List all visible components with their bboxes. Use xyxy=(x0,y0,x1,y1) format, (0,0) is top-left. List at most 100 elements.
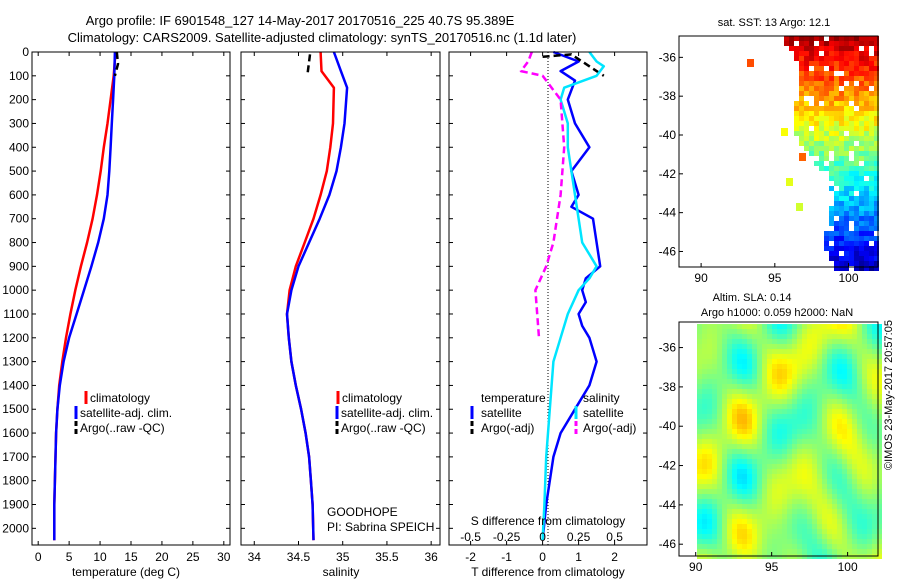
sla-cell xyxy=(822,489,827,494)
sst-cell xyxy=(874,96,879,101)
sst-cell xyxy=(874,116,879,121)
sst-cell xyxy=(789,41,794,46)
sla-cell xyxy=(712,529,717,534)
sst-cell xyxy=(814,126,819,131)
sla-cell xyxy=(702,504,707,509)
sst-cell xyxy=(864,216,869,221)
sla-cell xyxy=(737,519,742,524)
sla-cell xyxy=(822,364,827,369)
sla-cell xyxy=(757,484,762,489)
sla-cell xyxy=(877,549,882,554)
sst-cell xyxy=(854,101,859,106)
sst-cell xyxy=(834,256,839,261)
sla-cell xyxy=(707,434,712,439)
sla-cell xyxy=(757,384,762,389)
sla-cell xyxy=(852,509,857,514)
sla-cell xyxy=(717,334,722,339)
sst-cell xyxy=(869,41,874,46)
sla-cell xyxy=(772,474,777,479)
sla-cell xyxy=(827,449,832,454)
sla-cell xyxy=(797,549,802,554)
sla-cell xyxy=(852,364,857,369)
sla-cell xyxy=(742,519,747,524)
sla-cell xyxy=(762,324,767,329)
sla-cell xyxy=(832,539,837,544)
sla-cell xyxy=(757,389,762,394)
sla-cell xyxy=(722,334,727,339)
sst-cell xyxy=(839,96,844,101)
sla-cell xyxy=(702,409,707,414)
sla-cell xyxy=(737,439,742,444)
sst-cell xyxy=(829,126,834,131)
sst-cell xyxy=(814,36,819,41)
sla-cell xyxy=(837,519,842,524)
sla-cell xyxy=(862,459,867,464)
sla-cell xyxy=(727,414,732,419)
sla-cell xyxy=(767,499,772,504)
sla-cell xyxy=(867,449,872,454)
sla-cell xyxy=(747,409,752,414)
sst-cell xyxy=(854,51,859,56)
sla-cell xyxy=(762,449,767,454)
sst-cell xyxy=(839,176,844,181)
sla-cell xyxy=(772,524,777,529)
sla-cell xyxy=(852,469,857,474)
sst-cell xyxy=(854,216,859,221)
figure-title-line2: Climatology: CARS2009. Satellite-adjuste… xyxy=(68,30,577,45)
sla-cell xyxy=(757,544,762,549)
sla-cell xyxy=(697,459,702,464)
sla-cell xyxy=(837,474,842,479)
sla-cell xyxy=(707,474,712,479)
sst-cell xyxy=(869,231,874,236)
sla-cell xyxy=(767,484,772,489)
sst-cell xyxy=(829,66,834,71)
sst-cell xyxy=(804,51,809,56)
sla-cell xyxy=(837,444,842,449)
sla-cell xyxy=(752,519,757,524)
sla-cell xyxy=(697,524,702,529)
sla-cell xyxy=(827,439,832,444)
sla-cell xyxy=(722,394,727,399)
sla-cell xyxy=(707,429,712,434)
sla-cell xyxy=(862,344,867,349)
sla-cell xyxy=(877,444,882,449)
sst-cell xyxy=(834,226,839,231)
sla-cell xyxy=(727,374,732,379)
sla-cell xyxy=(697,494,702,499)
sla-cell xyxy=(817,444,822,449)
sla-cell xyxy=(812,509,817,514)
sst-cell xyxy=(849,201,854,206)
sla-cell xyxy=(877,524,882,529)
sla-cell xyxy=(712,389,717,394)
sla-cell xyxy=(867,539,872,544)
sla-cell xyxy=(742,514,747,519)
sla-cell xyxy=(822,519,827,524)
sla-cell xyxy=(712,414,717,419)
sst-cell xyxy=(799,56,804,61)
sla-cell xyxy=(777,324,782,329)
sla-cell xyxy=(787,404,792,409)
sst-cell xyxy=(799,101,804,106)
sla-cell xyxy=(777,399,782,404)
sla-cell xyxy=(872,474,877,479)
sla-cell xyxy=(777,429,782,434)
sst-cell xyxy=(834,106,839,111)
sla-cell xyxy=(732,454,737,459)
sla-cell xyxy=(837,499,842,504)
sla-cell xyxy=(732,439,737,444)
sst-cell xyxy=(864,226,869,231)
sla-cell xyxy=(817,399,822,404)
sla-cell xyxy=(707,369,712,374)
sla-cell xyxy=(877,339,882,344)
sst-cell xyxy=(844,186,849,191)
sla-cell xyxy=(867,439,872,444)
sst-cell xyxy=(824,151,829,156)
sla-cell xyxy=(762,494,767,499)
sla-cell xyxy=(827,424,832,429)
sla-cell xyxy=(762,474,767,479)
sla-cell xyxy=(717,524,722,529)
sla-cell xyxy=(822,384,827,389)
sla-cell xyxy=(857,549,862,554)
sst-cell xyxy=(799,76,804,81)
sst-cell xyxy=(864,231,869,236)
